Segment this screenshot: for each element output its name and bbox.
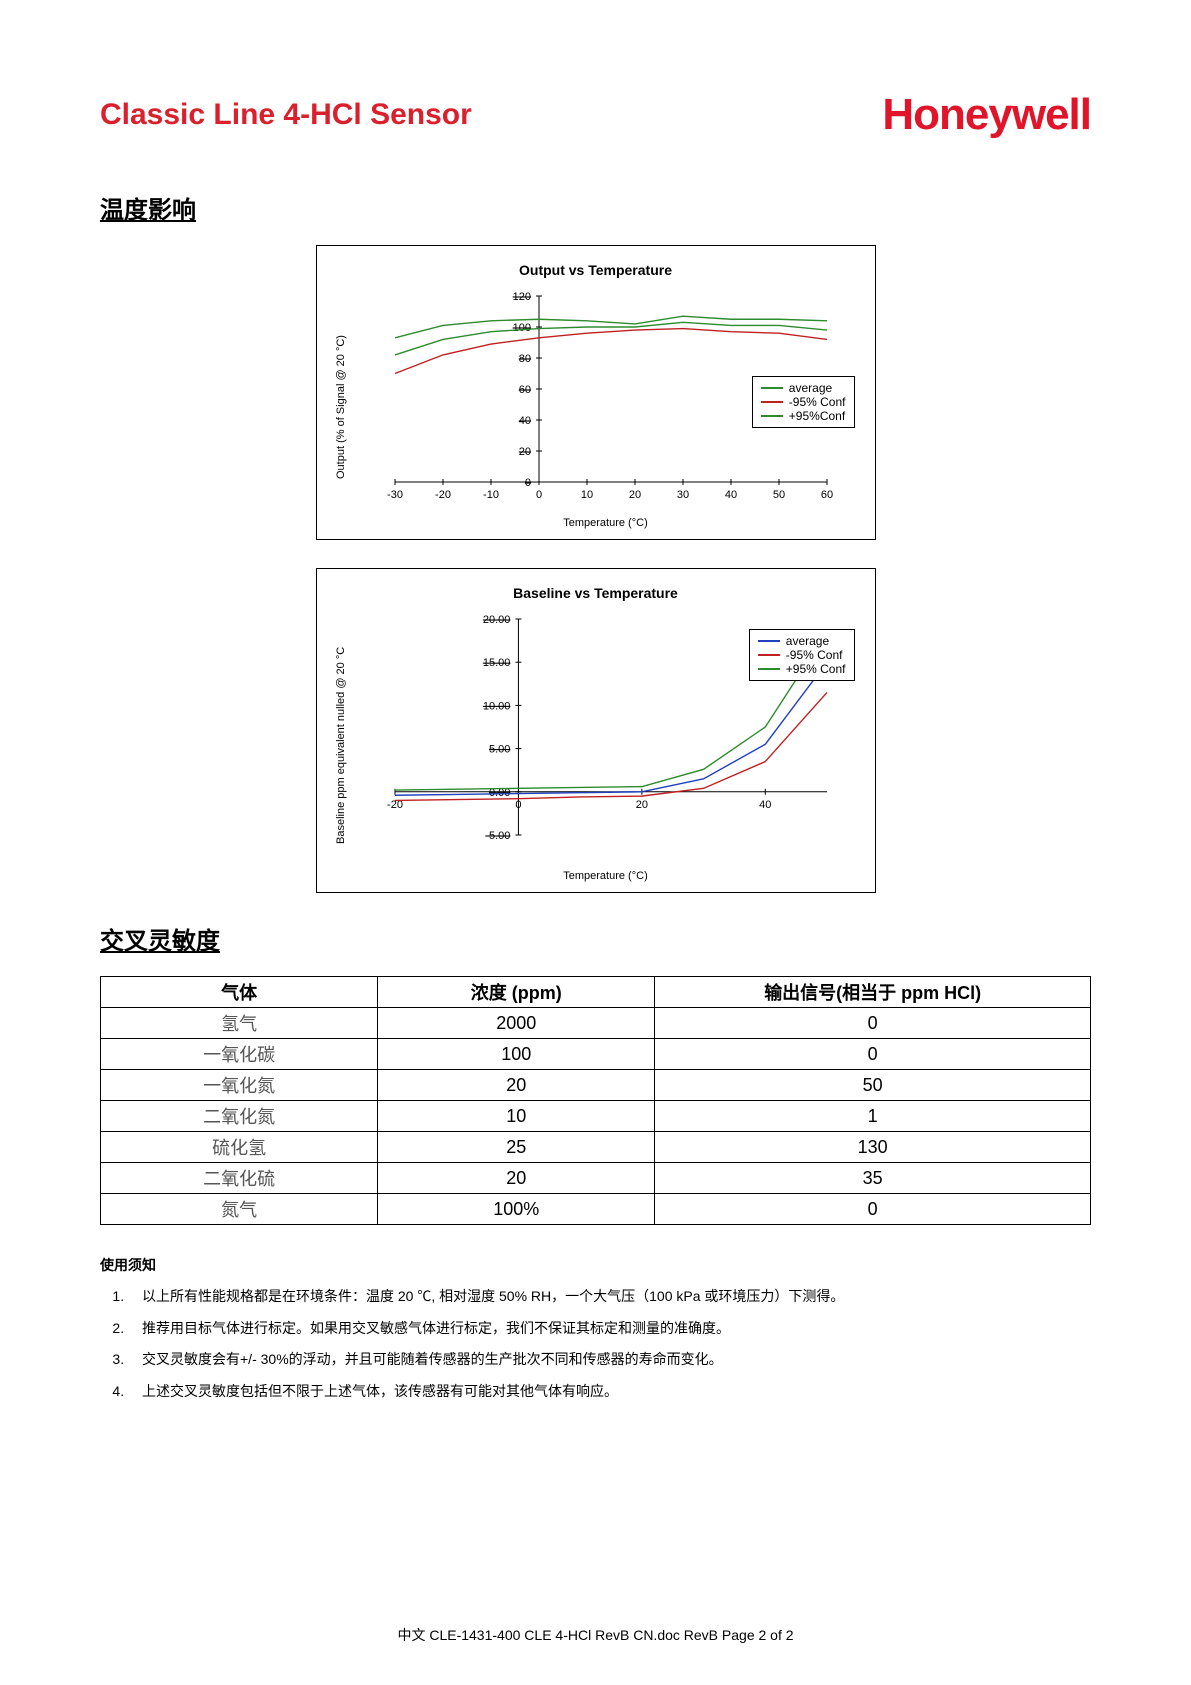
legend-label: average [786,634,829,648]
table-cell: 20 [378,1163,655,1194]
svg-text:40: 40 [724,489,736,501]
table-cell: 1 [655,1101,1091,1132]
legend-swatch [758,654,780,656]
table-cell: 20 [378,1070,655,1101]
table-cell: 硫化氢 [101,1132,378,1163]
legend-label: average [789,381,832,395]
chart1-xlabel: Temperature (°C) [351,517,861,529]
chart-baseline-vs-temperature: Baseline vs Temperature Baseline ppm equ… [316,568,876,893]
svg-text:40: 40 [518,415,530,427]
svg-text:0: 0 [535,489,541,501]
svg-text:-20: -20 [435,489,451,501]
table-row: 氢气20000 [101,1008,1091,1039]
table-cell: 二氧化硫 [101,1163,378,1194]
table-row: 二氧化氮101 [101,1101,1091,1132]
table-header: 输出信号(相当于 ppm HCl) [655,977,1091,1008]
table-header: 浓度 (ppm) [378,977,655,1008]
note-item: 推荐用目标气体进行标定。如果用交叉敏感气体进行标定，我们不保证其标定和测量的准确… [128,1319,1091,1339]
note-item: 交叉灵敏度会有+/- 30%的浮动，并且可能随着传感器的生产批次不同和传感器的寿… [128,1350,1091,1370]
table-cell: 35 [655,1163,1091,1194]
table-cell: 10 [378,1101,655,1132]
table-cell: 0 [655,1194,1091,1225]
table-cell: 0 [655,1008,1091,1039]
legend-label: +95% Conf [786,662,846,676]
legend-swatch [761,401,783,403]
legend-item: -95% Conf [761,395,846,409]
svg-text:20: 20 [635,799,647,811]
table-cell: 氮气 [101,1194,378,1225]
table-row: 一氧化氮2050 [101,1070,1091,1101]
table-row: 氮气100%0 [101,1194,1091,1225]
page-title: Classic Line 4-HCl Sensor [100,98,472,132]
table-header: 气体 [101,977,378,1008]
table-cell: 130 [655,1132,1091,1163]
section-heading-cross: 交叉灵敏度 [100,921,1091,956]
brand-logo: Honeywell [882,90,1091,140]
svg-text:20: 20 [518,446,530,458]
svg-text:40: 40 [759,799,771,811]
svg-text:5.00: 5.00 [489,744,510,756]
svg-text:10.00: 10.00 [482,700,510,712]
table-cell: 50 [655,1070,1091,1101]
notes-list: 以上所有性能规格都是在环境条件：温度 20 ℃, 相对湿度 50% RH，一个大… [100,1287,1091,1401]
svg-text:10: 10 [580,489,592,501]
chart1-legend: average-95% Conf+95%Conf [752,376,855,428]
note-item: 以上所有性能规格都是在环境条件：温度 20 ℃, 相对湿度 50% RH，一个大… [128,1287,1091,1307]
svg-text:60: 60 [820,489,832,501]
table-cell: 2000 [378,1008,655,1039]
table-row: 二氧化硫2035 [101,1163,1091,1194]
table-cell: 一氧化碳 [101,1039,378,1070]
chart2-title: Baseline vs Temperature [331,585,861,601]
svg-text:-5.00: -5.00 [485,830,510,842]
chart2-ylabel: Baseline ppm equivalent nulled @ 20 °C [331,609,351,882]
legend-item: +95%Conf [761,409,846,423]
chart1-ylabel: Output (% of Signal @ 20 °C) [331,286,351,529]
table-cell: 氢气 [101,1008,378,1039]
legend-swatch [758,640,780,642]
svg-text:-10: -10 [483,489,499,501]
legend-item: -95% Conf [758,648,846,662]
table-cell: 0 [655,1039,1091,1070]
legend-label: +95%Conf [789,409,845,423]
note-item: 上述交叉灵敏度包括但不限于上述气体，该传感器有可能对其他气体有响应。 [128,1382,1091,1402]
cross-sensitivity-table: 气体浓度 (ppm)输出信号(相当于 ppm HCl) 氢气20000一氧化碳1… [100,976,1091,1225]
table-cell: 100 [378,1039,655,1070]
chart1-title: Output vs Temperature [331,262,861,278]
chart2-xlabel: Temperature (°C) [351,870,861,882]
legend-item: average [758,634,846,648]
table-cell: 二氧化氮 [101,1101,378,1132]
legend-swatch [761,387,783,389]
section-heading-temperature: 温度影响 [100,190,1091,225]
table-row: 硫化氢25130 [101,1132,1091,1163]
svg-text:-30: -30 [387,489,403,501]
svg-text:80: 80 [518,353,530,365]
chart2-legend: average-95% Conf+95% Conf [749,629,855,681]
table-cell: 100% [378,1194,655,1225]
table-row: 一氧化碳1000 [101,1039,1091,1070]
legend-swatch [761,415,783,417]
svg-text:60: 60 [518,384,530,396]
svg-text:120: 120 [512,291,530,303]
legend-item: +95% Conf [758,662,846,676]
svg-text:30: 30 [676,489,688,501]
page-header: Classic Line 4-HCl Sensor Honeywell [100,90,1091,140]
chart-output-vs-temperature: Output vs Temperature Output (% of Signa… [316,245,876,540]
legend-label: -95% Conf [789,395,846,409]
svg-text:20.00: 20.00 [482,614,510,626]
legend-item: average [761,381,846,395]
table-cell: 25 [378,1132,655,1163]
legend-label: -95% Conf [786,648,843,662]
svg-text:50: 50 [772,489,784,501]
table-cell: 一氧化氮 [101,1070,378,1101]
page-footer: 中文 CLE-1431-400 CLE 4-HCl RevB CN.doc Re… [0,1625,1191,1645]
notes-heading: 使用须知 [100,1255,1091,1275]
legend-swatch [758,668,780,670]
svg-text:15.00: 15.00 [482,657,510,669]
svg-text:100: 100 [512,322,530,334]
svg-text:0: 0 [524,477,530,489]
svg-text:20: 20 [628,489,640,501]
